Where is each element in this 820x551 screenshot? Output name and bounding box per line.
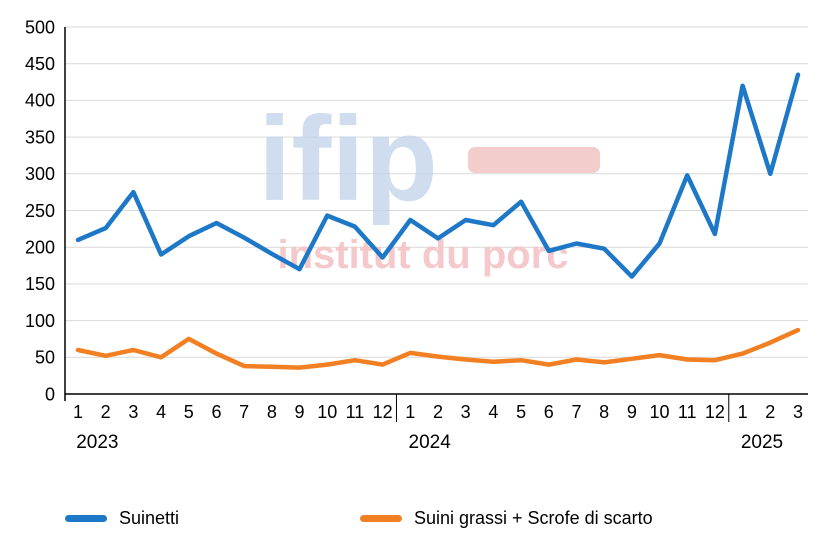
y-tick-label: 300 bbox=[25, 164, 55, 184]
watermark-dash bbox=[468, 147, 600, 173]
y-tick-label: 150 bbox=[25, 274, 55, 294]
x-tick-label: 2 bbox=[765, 402, 775, 422]
x-tick-label: 1 bbox=[405, 402, 415, 422]
x-tick-label: 4 bbox=[156, 402, 166, 422]
legend-item-suinetti: Suinetti bbox=[65, 503, 179, 533]
x-tick-label: 8 bbox=[599, 402, 609, 422]
legend-item-suini-grassi: Suini grassi + Scrofe di scarto bbox=[360, 503, 653, 533]
x-tick-label: 12 bbox=[373, 402, 393, 422]
x-tick-label: 3 bbox=[461, 402, 471, 422]
x-tick-label: 12 bbox=[705, 402, 725, 422]
year-label: 2024 bbox=[409, 432, 452, 453]
x-tick-label: 11 bbox=[346, 402, 365, 422]
x-tick-label: 1 bbox=[73, 402, 83, 422]
x-tick-label: 6 bbox=[211, 402, 221, 422]
y-tick-label: 100 bbox=[25, 311, 55, 331]
x-tick-label: 7 bbox=[239, 402, 249, 422]
x-tick-label: 4 bbox=[488, 402, 498, 422]
x-tick-label: 11 bbox=[678, 402, 697, 422]
x-tick-label: 1 bbox=[738, 402, 748, 422]
legend-swatch-suinetti bbox=[65, 514, 107, 522]
x-tick-label: 3 bbox=[793, 402, 803, 422]
year-label: 2023 bbox=[76, 432, 118, 453]
x-tick-label: 8 bbox=[267, 402, 277, 422]
watermark: ifip institut du porc bbox=[258, 92, 600, 277]
legend-swatch-suini-grassi bbox=[360, 514, 402, 522]
x-tick-label: 7 bbox=[571, 402, 581, 422]
y-tick-label: 400 bbox=[25, 91, 55, 111]
y-tick-label: 250 bbox=[25, 201, 55, 221]
chart-canvas: 0 50 100 150 200 250 300 350 400 450 500 ifip instit… bbox=[25, 17, 808, 453]
y-tick-label: 0 bbox=[45, 384, 55, 404]
y-tick-label: 350 bbox=[25, 127, 55, 147]
x-tick-label: 2 bbox=[101, 402, 111, 422]
watermark-ifip-text: ifip bbox=[258, 92, 438, 226]
x-tick-label: 10 bbox=[317, 402, 337, 422]
x-tick-label: 5 bbox=[516, 402, 526, 422]
chart-legend: Suinetti Suini grassi + Scrofe di scarto bbox=[0, 503, 820, 543]
series-line-1 bbox=[75, 327, 801, 370]
x-tick-label: 2 bbox=[433, 402, 443, 422]
x-tick-label: 10 bbox=[650, 402, 670, 422]
legend-label-suinetti: Suinetti bbox=[119, 507, 180, 528]
y-tick-label: 50 bbox=[35, 348, 55, 368]
y-tick-label: 450 bbox=[25, 54, 55, 74]
x-tick-label: 9 bbox=[627, 402, 637, 422]
y-tick-label: 200 bbox=[25, 238, 55, 258]
x-tick-label: 9 bbox=[295, 402, 305, 422]
watermark-subtext: institut du porc bbox=[277, 233, 568, 277]
x-tick-label: 6 bbox=[544, 402, 554, 422]
y-tick-label: 500 bbox=[25, 17, 55, 37]
legend-label-suini-grassi: Suini grassi + Scrofe di scarto bbox=[414, 507, 653, 528]
x-tick-label: 3 bbox=[128, 402, 138, 422]
series-line-0 bbox=[75, 72, 801, 279]
x-tick-label: 5 bbox=[184, 402, 194, 422]
year-label: 2025 bbox=[741, 432, 783, 453]
